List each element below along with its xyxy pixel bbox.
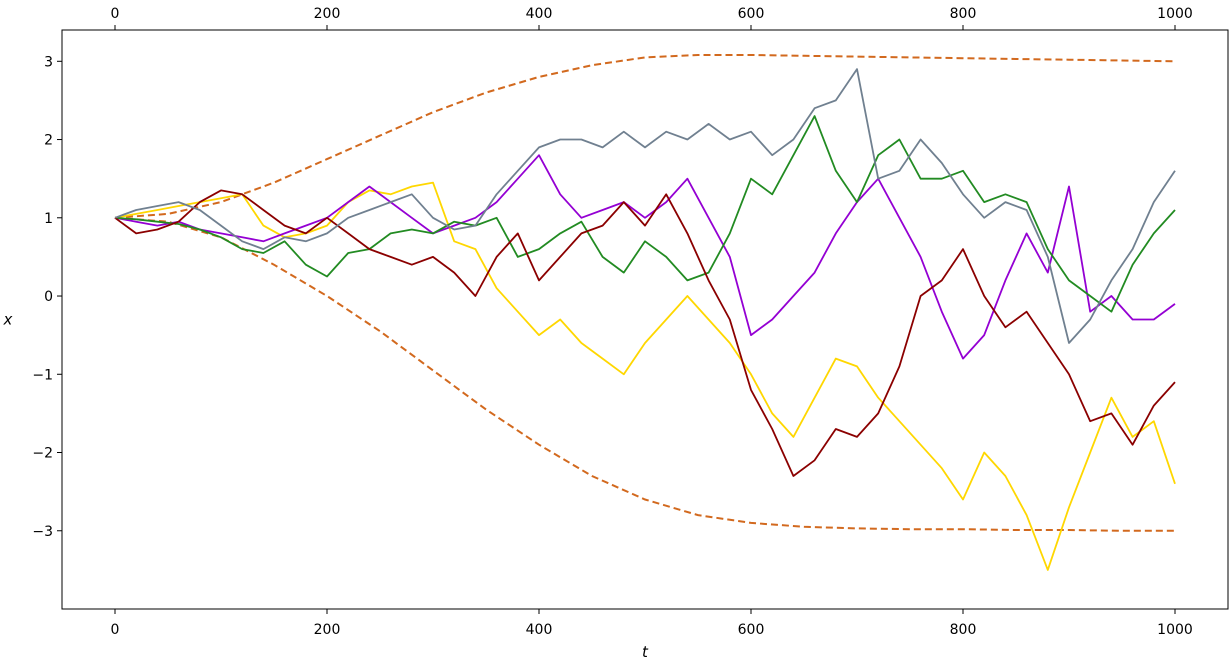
y-tick-label: −1 (32, 367, 53, 383)
x-tick-label-top: 200 (314, 6, 341, 22)
y-tick-label: 3 (44, 54, 53, 70)
upper-bound-curve (114, 54, 1176, 219)
axes: 0 0 200 200 400 400 600 600 800 800 1000 1000 −3 −2 −1… (32, 6, 1192, 638)
y-tick-label: −3 (32, 524, 53, 540)
x-axis-label: t (642, 643, 649, 661)
x-tick-label-bottom: 0 (111, 622, 120, 638)
x-tick-label-bottom: 200 (314, 622, 341, 638)
x-tick-label-top: 1000 (1157, 6, 1193, 22)
bound-curves (114, 54, 1176, 532)
y-tick-label: −2 (32, 446, 53, 462)
y-tick-label: 1 (44, 211, 53, 227)
lower-bound-curve (114, 216, 1175, 532)
x-tick-label-top: 0 (111, 6, 120, 22)
x-tick-label-bottom: 600 (738, 622, 765, 638)
series-line-0 (114, 181, 1176, 571)
x-tick-label-bottom: 400 (526, 622, 553, 638)
series-line-3 (114, 189, 1176, 477)
x-tick-label-bottom: 800 (950, 622, 977, 638)
series-line-1 (114, 154, 1176, 360)
x-tick-label-bottom: 1000 (1157, 622, 1193, 638)
series-line-4 (114, 68, 1176, 344)
x-tick-label-top: 800 (950, 6, 977, 22)
x-tick-label-top: 600 (738, 6, 765, 22)
y-tick-label: 0 (44, 289, 53, 305)
plot-frame (61, 29, 1229, 610)
series-line-2 (114, 115, 1176, 313)
y-tick-label: 2 (44, 133, 53, 149)
y-axis-label: x (3, 311, 13, 329)
x-tick-label-top: 400 (526, 6, 553, 22)
series-lines (114, 68, 1176, 571)
